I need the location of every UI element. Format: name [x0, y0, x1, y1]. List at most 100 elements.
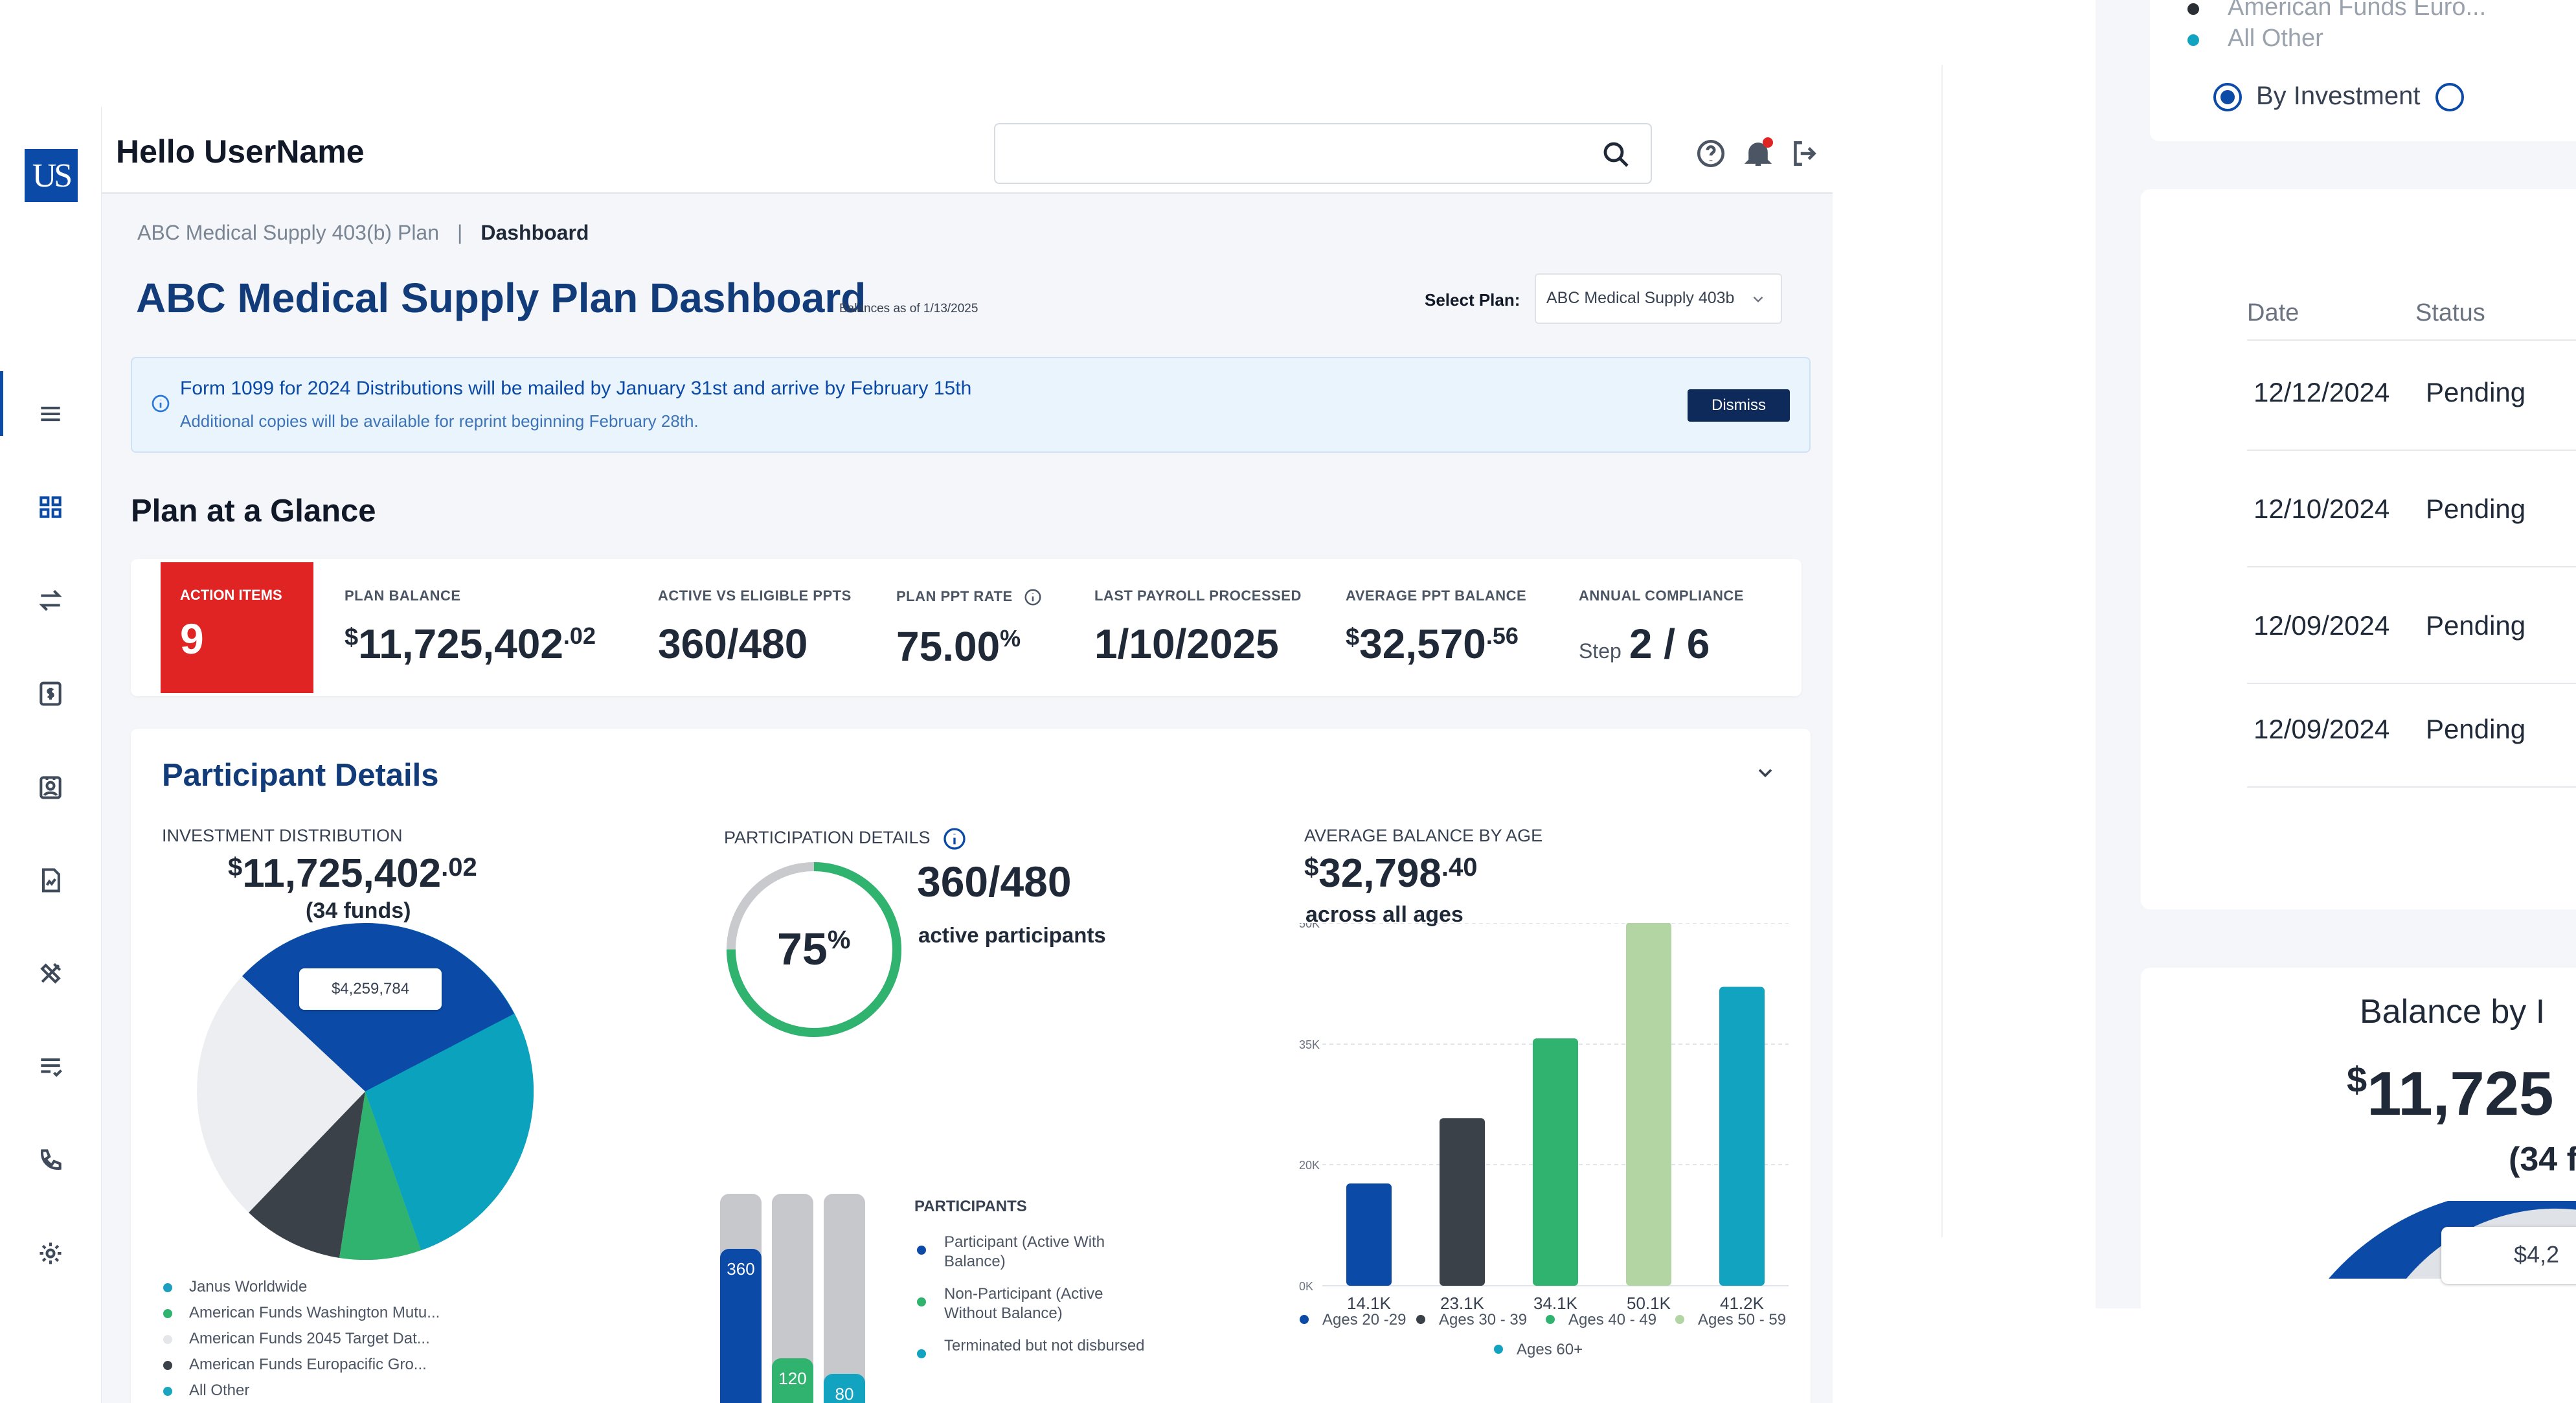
greeting: Hello UserName — [116, 133, 365, 170]
logout-icon[interactable] — [1789, 137, 1821, 170]
collapse-chevron-icon[interactable] — [1754, 761, 1777, 784]
notice-line-2: Additional copies will be available for … — [180, 411, 699, 431]
y-tick-label: 0K — [1299, 1280, 1313, 1293]
legend-dot — [163, 1386, 172, 1396]
balance-card-value: $11,725 — [2347, 1058, 2553, 1130]
kpi-label: LAST PAYROLL PROCESSED — [1094, 587, 1302, 604]
legend-label: American Funds Euro... — [2228, 0, 2487, 21]
select-plan-dropdown[interactable]: ABC Medical Supply 403b — [1535, 273, 1782, 324]
top-header: Hello UserName — [102, 107, 1833, 194]
kpi-cents: .02 — [563, 622, 596, 649]
settings-icon[interactable] — [35, 1238, 66, 1269]
balance-card-title: Balance by I — [2360, 993, 2546, 1031]
legend-label: Participant (Active With Balance) — [944, 1233, 1105, 1270]
notification-dot — [1763, 137, 1773, 148]
phone-icon[interactable] — [35, 1145, 66, 1176]
legend-dot — [1416, 1315, 1425, 1324]
annual-compliance-kpi[interactable]: ANNUAL COMPLIANCE Step 2 / 6 — [1579, 587, 1744, 668]
radio-selected[interactable] — [2213, 83, 2242, 112]
search-icon[interactable] — [1600, 139, 1631, 170]
legend-label: American Funds Washington Mutu... — [189, 1304, 440, 1321]
reports-icon[interactable] — [35, 865, 66, 896]
legend-dot — [1494, 1345, 1503, 1354]
tasks-icon[interactable] — [35, 1051, 66, 1082]
table-cell-date: 12/09/2024 — [2254, 610, 2390, 641]
info-icon[interactable] — [1023, 587, 1043, 607]
ppt-rate-kpi: PLAN PPT RATE 75.00% — [896, 587, 1043, 670]
search-input[interactable] — [994, 123, 1652, 184]
age-bar[interactable] — [1346, 1183, 1392, 1286]
pie-slice-europacific[interactable] — [249, 1091, 365, 1258]
table-divider — [2247, 566, 2576, 567]
notice-line-1: Form 1099 for 2024 Distributions will be… — [180, 378, 972, 399]
payroll-icon[interactable] — [35, 678, 66, 709]
y-tick-label: 35K — [1299, 1038, 1320, 1051]
currency-symbol: $ — [1346, 624, 1360, 651]
age-legend-item: Ages 40 - 49 — [1546, 1311, 1656, 1329]
info-icon[interactable] — [942, 826, 967, 852]
participant-bar[interactable]: 120 — [772, 1358, 813, 1403]
participant-details-card: Participant Details INVESTMENT DISTRIBUT… — [131, 729, 1811, 1403]
participant-bar-track: 80 — [824, 1194, 865, 1403]
average-balance-cents: .40 — [1441, 853, 1478, 882]
age-bar[interactable] — [1719, 987, 1765, 1286]
y-tick-label: 20K — [1299, 1159, 1320, 1172]
pie-slice-washington[interactable] — [339, 1091, 422, 1260]
investment-total-cents: .02 — [441, 853, 477, 882]
participation-ring — [727, 862, 901, 1037]
participants-legend-item: Non-Participant (Active Without Balance) — [917, 1284, 1158, 1323]
age-bar[interactable] — [1440, 1118, 1485, 1286]
action-items-label: ACTION ITEMS — [180, 587, 282, 603]
pie-slice-2045-target[interactable] — [197, 976, 365, 1213]
legend-label: American Funds 2045 Target Dat... — [189, 1330, 430, 1347]
participation-details-label: PARTICIPATION DETAILS — [724, 826, 967, 852]
legend-label: Ages 60+ — [1517, 1341, 1583, 1358]
help-icon[interactable] — [1695, 137, 1727, 170]
investment-total: $11,725,402.02 — [228, 850, 477, 896]
age-legend-item: Ages 30 - 39 — [1416, 1311, 1527, 1329]
breadcrumb-parent[interactable]: ABC Medical Supply 403(b) Plan — [137, 221, 440, 244]
action-items-card[interactable]: ACTION ITEMS 9 — [161, 562, 313, 693]
notification-bell-icon[interactable] — [1742, 137, 1774, 170]
currency-symbol: $ — [2347, 1059, 2367, 1100]
participation-caption: active participants — [918, 923, 1106, 947]
investment-distribution-label: INVESTMENT DISTRIBUTION — [162, 826, 403, 845]
participant-bar-track: 360 — [720, 1194, 762, 1403]
balance-value: 11,725 — [2367, 1059, 2554, 1128]
dismiss-button[interactable]: Dismiss — [1688, 389, 1790, 422]
table-cell-status: Pending — [2426, 494, 2526, 524]
age-bar[interactable] — [1626, 923, 1671, 1286]
fund-count: (34 funds) — [306, 898, 411, 923]
radio-unselected[interactable] — [2435, 83, 2465, 112]
age-legend-item: Ages 50 - 59 — [1675, 1311, 1786, 1329]
participants-legend-item: Participant (Active With Balance) — [917, 1233, 1158, 1272]
participants-icon[interactable] — [35, 771, 66, 803]
average-balance-total: $32,798.40 — [1304, 850, 1478, 896]
breadcrumb-separator: | — [457, 221, 463, 244]
transfer-icon[interactable] — [35, 585, 66, 616]
dashboard-icon[interactable] — [35, 492, 66, 523]
participant-bar[interactable]: 360 — [720, 1248, 762, 1403]
avg-ppt-balance-kpi: AVERAGE PPT BALANCE $32,570.56 — [1346, 587, 1526, 668]
kpi-value: 360/480 — [658, 621, 808, 667]
participant-bar[interactable]: 80 — [824, 1374, 865, 1403]
age-bar[interactable] — [1533, 1038, 1578, 1286]
legend-label: Ages 50 - 59 — [1698, 1311, 1786, 1329]
table-cell-date: 12/09/2024 — [2254, 714, 2390, 744]
legend-dot — [1300, 1315, 1309, 1324]
kpi-strip: ACTION ITEMS 9 PLAN BALANCE $11,725,402.… — [131, 559, 1802, 696]
bar-value-label: 14.1K — [1347, 1294, 1392, 1313]
table-header-date: Date — [2247, 299, 2299, 326]
tools-icon[interactable] — [35, 958, 66, 989]
radio-by-investment[interactable]: By Investment — [2213, 82, 2465, 112]
investment-total-value: 11,725,402 — [242, 851, 442, 896]
pie-slice-janus-main[interactable] — [365, 1014, 534, 1251]
participation-details-text: PARTICIPATION DETAILS — [724, 828, 931, 848]
menu-icon[interactable] — [35, 398, 66, 429]
y-tick-label: 50K — [1299, 923, 1320, 930]
legend-label: Janus Worldwide — [189, 1278, 308, 1295]
legend-dot — [2187, 3, 2199, 15]
sidebar: US — [0, 107, 102, 1403]
kpi-value: 32,570 — [1359, 621, 1486, 667]
logo: US — [25, 149, 78, 202]
